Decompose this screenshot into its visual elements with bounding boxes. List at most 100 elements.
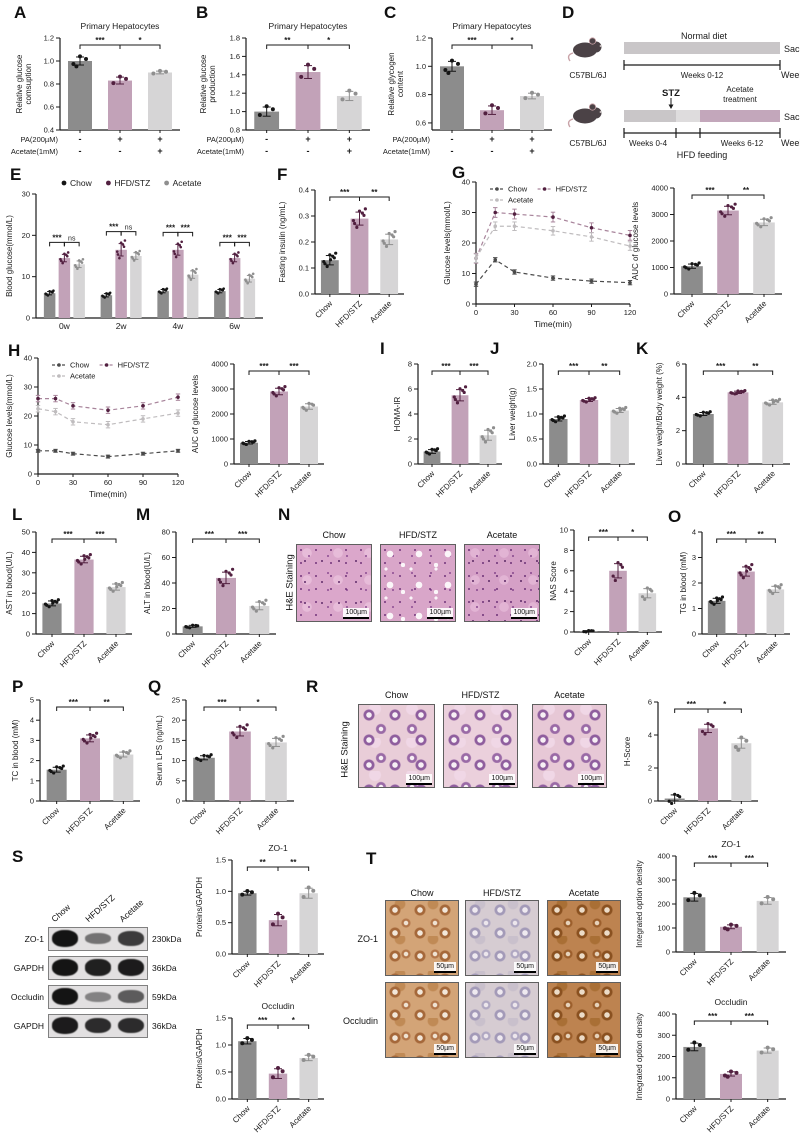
svg-text:***: ***	[569, 362, 579, 371]
svg-text:100: 100	[657, 924, 670, 933]
chart-blood-glucose: 0 10 20 30 Blood glucose(mmol/L) 0w *** ns 2w ***…	[5, 178, 263, 331]
svg-text:AUC of glucose levels: AUC of glucose levels	[631, 202, 640, 280]
svg-text:**: **	[601, 362, 608, 371]
svg-text:25: 25	[172, 696, 180, 705]
panel-letter-c: C	[384, 3, 397, 22]
svg-text:3: 3	[692, 553, 696, 562]
svg-text:20: 20	[172, 716, 180, 725]
scale-bar: 100µm	[343, 608, 369, 619]
blot-protein-label: Occludin	[10, 991, 44, 1002]
liver-image-title-acetate: Acetate	[486, 530, 518, 540]
svg-text:Acetate: Acetate	[255, 806, 281, 832]
svg-text:TC in blood (mM): TC in blood (mM)	[11, 719, 20, 781]
svg-text:0.4: 0.4	[299, 186, 309, 195]
svg-text:Time(min): Time(min)	[534, 319, 572, 329]
svg-text:Acetate: Acetate	[288, 1104, 314, 1130]
svg-text:1.5: 1.5	[216, 1014, 226, 1023]
svg-text:**: **	[290, 858, 297, 867]
svg-text:HFD/STZ: HFD/STZ	[252, 959, 282, 989]
svg-text:0: 0	[466, 300, 470, 309]
svg-text:Acetate: Acetate	[173, 178, 202, 188]
chart-relative-glycogen-content: 0.6 0.8 1.0 1.2 Relative glycogen content Prim…	[383, 21, 552, 156]
svg-text:Acetate: Acetate	[95, 639, 121, 665]
svg-text:Chow: Chow	[542, 469, 563, 490]
svg-text:8: 8	[564, 546, 568, 555]
blot-band	[84, 991, 111, 1002]
svg-text:***: ***	[237, 233, 247, 242]
blot-band	[52, 988, 79, 1005]
panel-letter-s: S	[12, 847, 24, 866]
svg-text:Glucose levels(mmol/L): Glucose levels(mmol/L)	[443, 201, 452, 285]
svg-text:10: 10	[22, 609, 30, 618]
svg-text:30: 30	[22, 568, 30, 577]
svg-text:Chow: Chow	[676, 299, 697, 320]
western-blot: ZO-1 230kDa GAPDH 36kDa Occludin 59kDa GAPDH 36…	[2, 926, 181, 1042]
svg-text:Primary Hepatocytes: Primary Hepatocytes	[453, 21, 532, 31]
strain-label-top: C57BL/6J	[569, 70, 606, 80]
blot-row: ZO-1 230kDa	[2, 926, 181, 951]
scale-bar: 50µm	[514, 1044, 536, 1055]
svg-text:HFD/STZ: HFD/STZ	[434, 469, 464, 499]
svg-text:40: 40	[162, 579, 170, 588]
svg-text:*: *	[138, 36, 142, 45]
svg-text:Acetate: Acetate	[288, 469, 314, 495]
blot-lane-label: Chow	[49, 902, 73, 924]
panel-letter-h: H	[8, 341, 21, 360]
svg-text:2: 2	[30, 756, 34, 765]
svg-text:Acetate: Acetate	[599, 469, 625, 495]
svg-text:**: **	[260, 858, 267, 867]
blot-row: Occludin 59kDa	[2, 984, 181, 1009]
he-gut-image-hfdstz: 100µm	[443, 704, 518, 788]
svg-text:4000: 4000	[651, 184, 668, 193]
svg-text:0.8: 0.8	[44, 80, 54, 89]
panel-letter-m: M	[136, 505, 151, 524]
svg-text:2000: 2000	[211, 410, 228, 419]
svg-text:400: 400	[657, 852, 670, 861]
svg-text:*: *	[510, 36, 514, 45]
svg-text:0: 0	[676, 460, 680, 469]
svg-text:1.0: 1.0	[230, 107, 240, 116]
svg-text:1.0: 1.0	[216, 1041, 226, 1050]
svg-text:***: ***	[708, 854, 718, 863]
svg-text:0.4: 0.4	[44, 126, 54, 135]
svg-text:HFD/STZ: HFD/STZ	[720, 639, 750, 669]
panel-letter-b: B	[196, 3, 209, 22]
panel-letter-f: F	[277, 165, 288, 184]
svg-text:*: *	[256, 698, 260, 707]
svg-text:1.2: 1.2	[230, 89, 240, 98]
svg-text:**: **	[104, 698, 111, 707]
svg-text:0: 0	[224, 460, 228, 469]
blot-band	[52, 1017, 79, 1034]
svg-text:***: ***	[205, 530, 215, 539]
svg-text:Acetate: Acetate	[754, 639, 780, 665]
svg-text:TG in blood (mM): TG in blood (mM)	[679, 552, 688, 615]
svg-text:10: 10	[462, 269, 470, 278]
svg-text:4: 4	[408, 410, 412, 419]
week-12-label-top: Week 12	[781, 70, 800, 80]
svg-text:4000: 4000	[211, 360, 228, 369]
svg-text:***: ***	[708, 1012, 718, 1021]
svg-text:Acetate: Acetate	[238, 639, 264, 665]
svg-text:**: **	[752, 362, 759, 371]
svg-text:20: 20	[462, 239, 470, 248]
svg-text:*: *	[327, 36, 331, 45]
svg-text:Chow: Chow	[36, 639, 57, 660]
svg-text:80: 80	[162, 528, 170, 537]
panel-letter-d: D	[562, 3, 575, 22]
svg-text:Liver weight/Body weight (%): Liver weight/Body weight (%)	[655, 362, 664, 465]
svg-text:0.6: 0.6	[416, 118, 426, 127]
blot-lane-label: HFD/STZ	[83, 892, 117, 924]
svg-text:1: 1	[30, 776, 34, 785]
svg-text:+: +	[489, 134, 494, 144]
blot-band	[84, 1017, 111, 1034]
svg-text:4: 4	[30, 716, 34, 725]
svg-text:5: 5	[176, 776, 180, 785]
svg-text:0w: 0w	[59, 321, 71, 331]
chart-zo1-protein: 0.0 0.5 1.0 1.5 Proteins/GAPDH ZO-1** ** Chow HF…	[195, 843, 324, 989]
ihc-zo1-chow: 50µm	[385, 900, 459, 976]
svg-text:***: ***	[467, 36, 477, 45]
